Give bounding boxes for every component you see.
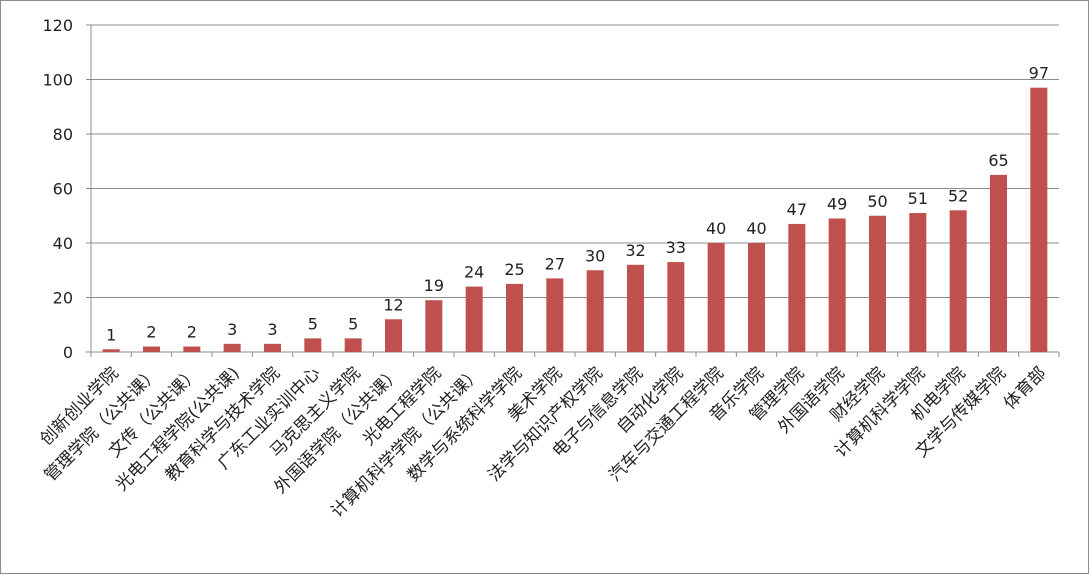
data-label: 2 [146, 323, 156, 342]
data-label: 65 [988, 151, 1008, 170]
bar [909, 213, 927, 352]
data-label: 47 [787, 200, 807, 219]
data-label: 52 [948, 186, 968, 205]
y-axis: 0 20 40 60 80 100 120 [42, 16, 92, 362]
y-tick-label: 100 [42, 71, 73, 90]
data-label: 27 [545, 254, 565, 273]
y-tick-label: 80 [53, 125, 73, 144]
data-label: 51 [908, 189, 928, 208]
y-tick-label: 40 [53, 234, 73, 253]
data-label: 40 [706, 219, 726, 238]
bar [304, 338, 322, 352]
bar [667, 262, 685, 352]
x-axis [90, 351, 1060, 357]
bar [788, 223, 806, 352]
y-tick-label: 20 [53, 289, 73, 308]
data-label: 2 [187, 323, 197, 342]
data-label: 3 [267, 320, 277, 339]
data-label: 32 [625, 241, 645, 260]
bar [1030, 87, 1048, 353]
bar [949, 210, 967, 352]
data-label: 33 [666, 238, 686, 257]
data-label: 50 [867, 192, 887, 211]
bar [385, 319, 402, 352]
category-label: 体育部 [1000, 363, 1050, 413]
bar [627, 264, 644, 352]
data-label: 30 [585, 246, 605, 265]
data-label: 25 [504, 260, 524, 279]
bar [586, 270, 604, 352]
data-label: 5 [348, 314, 358, 333]
bar [748, 243, 765, 352]
bar [546, 278, 564, 352]
data-label: 12 [383, 295, 403, 314]
bar [506, 283, 523, 352]
data-label: 49 [827, 194, 847, 213]
bar [707, 243, 725, 352]
data-label: 97 [1029, 64, 1049, 83]
data-label: 24 [464, 263, 484, 282]
bar [264, 343, 281, 352]
data-label: 5 [308, 314, 318, 333]
bar [183, 346, 201, 352]
data-label: 40 [746, 219, 766, 238]
bar [223, 343, 241, 352]
y-tick-label: 120 [42, 16, 73, 35]
bar [990, 174, 1007, 352]
bar [344, 338, 362, 352]
data-label: 3 [227, 320, 237, 339]
y-tick-label: 0 [63, 343, 73, 362]
data-label: 1 [106, 325, 116, 344]
bar [143, 346, 160, 352]
y-tick-label: 60 [53, 180, 73, 199]
gridlines [91, 24, 1059, 353]
bar [869, 215, 886, 352]
bar [465, 286, 483, 352]
bar [828, 218, 846, 352]
bar-series [102, 87, 1048, 353]
category-labels: 创新创业学院管理学院（公共课）文传（公共课）光电工程学院(公共课)教育科学与技术… [36, 363, 1050, 521]
bar [102, 349, 120, 352]
data-label: 19 [424, 276, 444, 295]
bar [425, 300, 443, 352]
